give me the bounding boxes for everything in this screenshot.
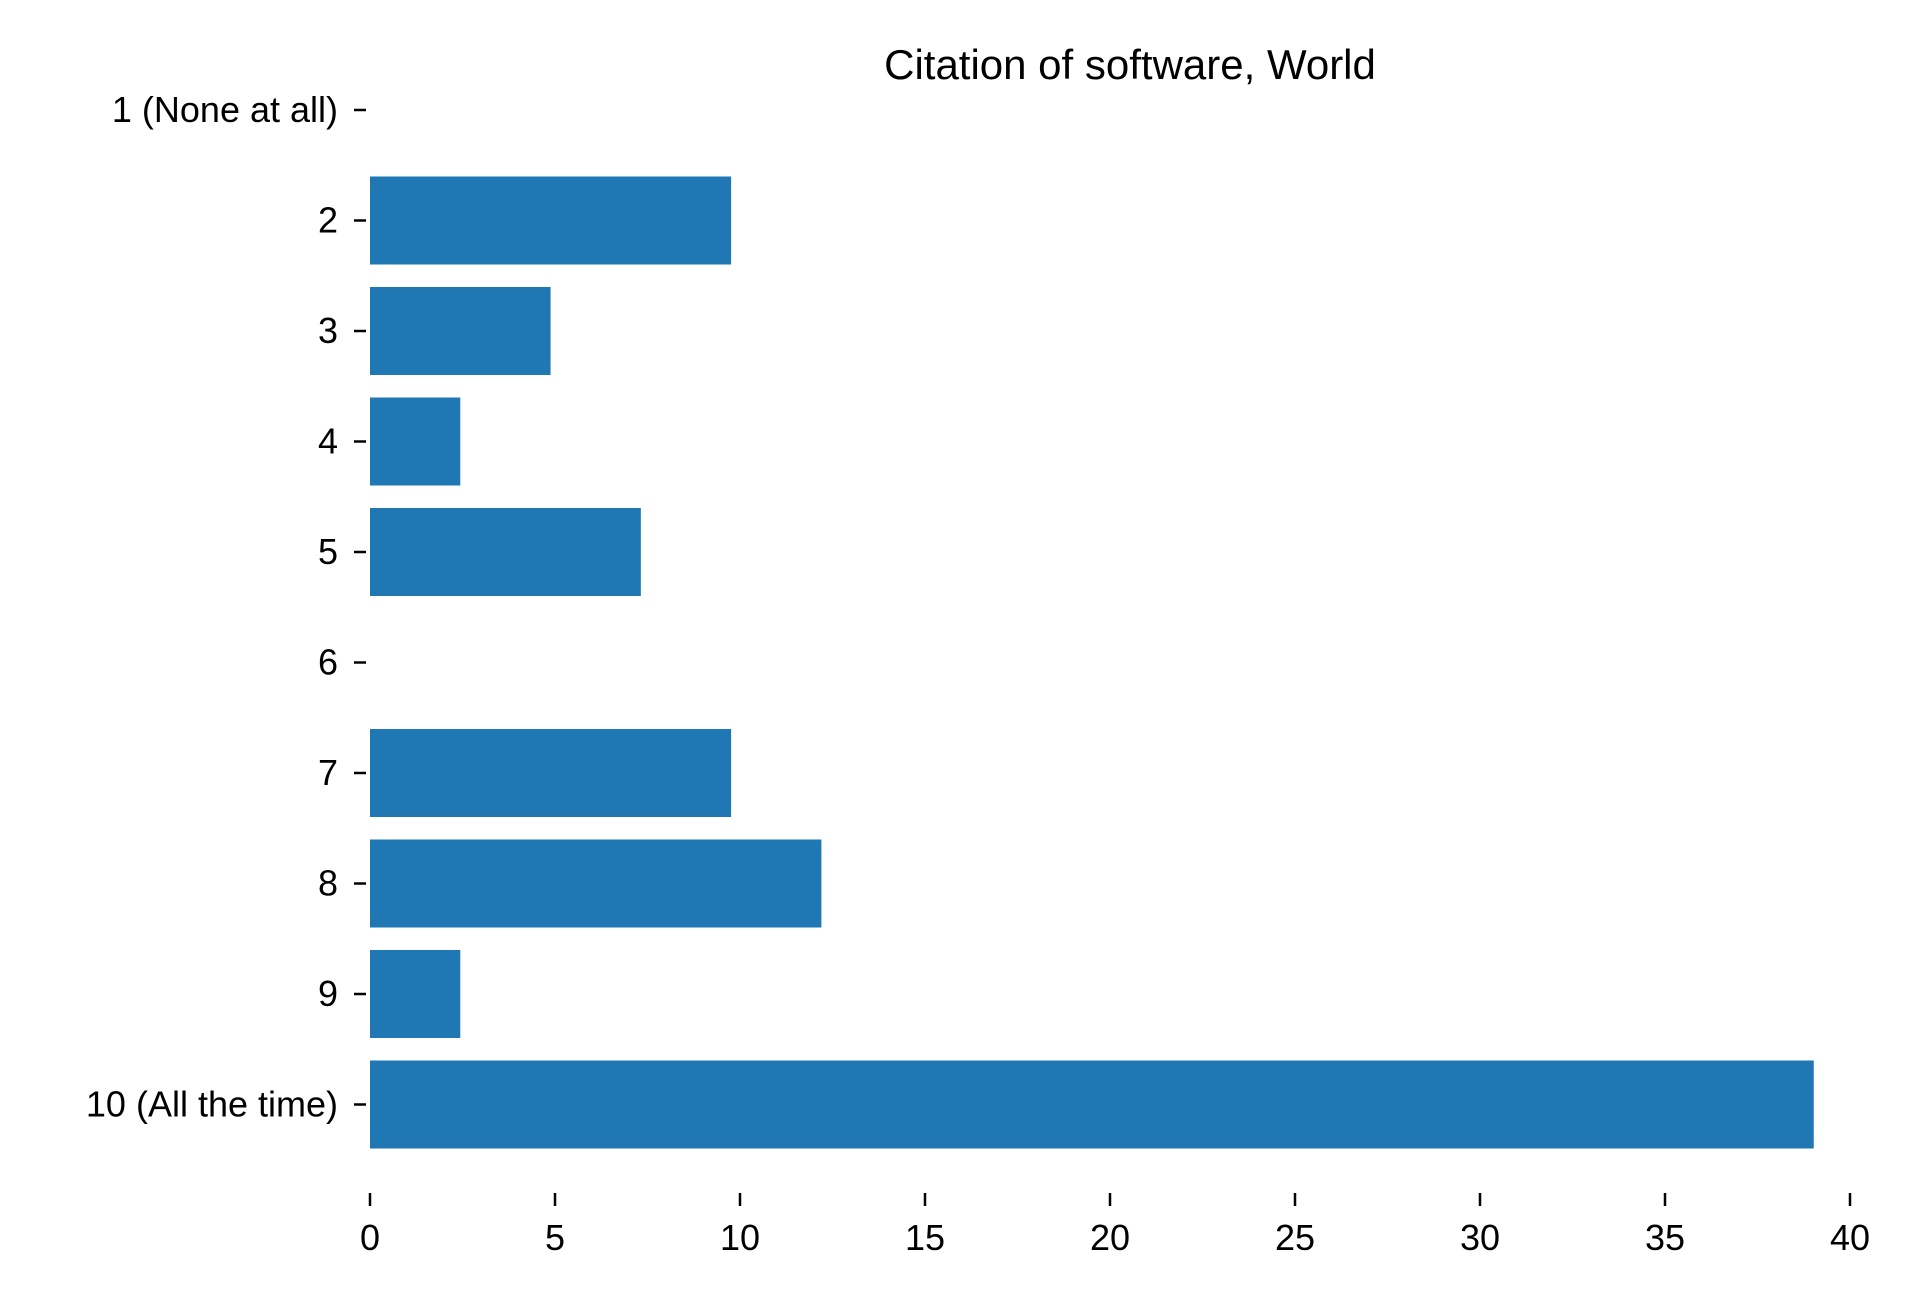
bar: [370, 176, 732, 265]
y-tick-label: 10 (All the time): [86, 1084, 338, 1125]
bars-layer: [370, 176, 1814, 1149]
y-tick-label: 7: [318, 752, 338, 793]
x-tick-label: 25: [1275, 1217, 1315, 1258]
y-tick-label: 5: [318, 531, 338, 572]
x-tick-label: 0: [360, 1217, 380, 1258]
bar: [370, 1060, 1814, 1149]
x-tick-label: 15: [905, 1217, 945, 1258]
y-tick-label: 4: [318, 421, 338, 462]
bar: [370, 839, 822, 928]
y-tick-label: 3: [318, 310, 338, 351]
y-axis: 1 (None at all) 2 3 4 5 6 7 8 9 10 (All the time): [86, 89, 366, 1125]
y-tick-label: 6: [318, 642, 338, 683]
y-tick-label: 8: [318, 863, 338, 904]
x-axis: 0 5 10 15 20 25 30 35 40: [360, 1193, 1870, 1258]
x-tick-label: 35: [1645, 1217, 1685, 1258]
y-tick-label: 2: [318, 200, 338, 241]
x-tick-label: 5: [545, 1217, 565, 1258]
x-tick-label: 20: [1090, 1217, 1130, 1258]
bar: [370, 287, 551, 375]
chart-title: Citation of software, World: [884, 41, 1376, 88]
bar: [370, 508, 641, 596]
bar: [370, 729, 732, 817]
x-tick-label: 30: [1460, 1217, 1500, 1258]
x-tick-label: 40: [1830, 1217, 1870, 1258]
x-tick-label: 10: [720, 1217, 760, 1258]
bar: [370, 950, 461, 1038]
bar: [370, 397, 461, 486]
y-tick-label: 9: [318, 973, 338, 1014]
y-tick-label: 1 (None at all): [112, 89, 338, 130]
